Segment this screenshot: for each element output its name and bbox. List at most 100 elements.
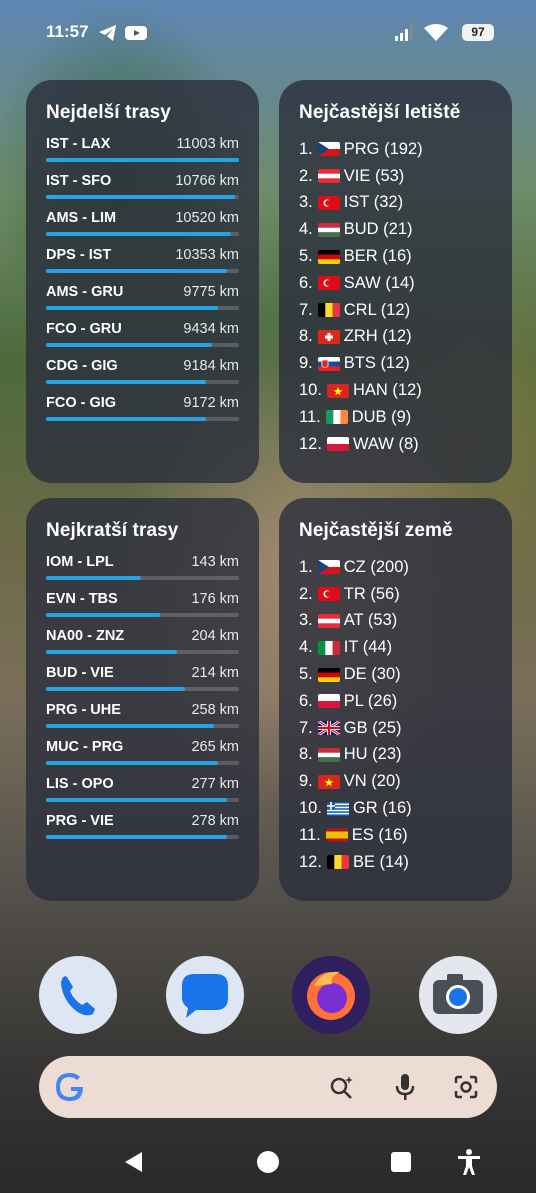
battery-indicator: 97 [462, 24, 494, 41]
longest-routes-widget[interactable]: Nejdelší trasy IST - LAX 11003 km IST - SF… [26, 80, 259, 483]
es-flag-icon [325, 828, 348, 843]
route-name: IOM - LPL [46, 554, 114, 570]
ranking-row: 1. PRG (192) [299, 136, 492, 163]
route-bar-track [46, 269, 239, 273]
ranking-row: 4. IT (44) [299, 634, 492, 661]
route-distance: 204 km [191, 628, 239, 644]
rank-label: DE (30) [343, 665, 401, 684]
ranking-row: 6. SAW (14) [299, 270, 492, 297]
rank-label: VIE (53) [343, 166, 405, 185]
shortest-routes-widget[interactable]: Nejkratší trasy IOM - LPL 143 km EVN - TBS… [26, 498, 259, 901]
route-bar-track [46, 613, 239, 617]
route-distance: 10520 km [175, 210, 239, 226]
airport-list: 1. PRG (192) 2. VIE (53) 3. IST (32) 4. BUD (21… [299, 136, 492, 458]
route-bar-track [46, 343, 239, 347]
route-bar-track [46, 798, 239, 802]
route-row: LIS - OPO 277 km [46, 776, 239, 813]
vn-flag-icon [317, 774, 340, 789]
ranking-row: 2. VIE (53) [299, 163, 492, 190]
home-icon[interactable] [256, 1150, 280, 1174]
messages-app-icon[interactable] [166, 956, 244, 1034]
ranking-row: 12. BE (14) [299, 849, 492, 876]
back-icon[interactable] [122, 1150, 146, 1174]
rank-number: 2. [299, 166, 313, 185]
route-bar-fill [46, 835, 228, 839]
country-list: 1. CZ (200) 2. TR (56) 3. AT (53) 4. IT (44) 5. D… [299, 554, 492, 876]
rank-label: SAW (14) [343, 273, 415, 292]
google-logo-icon [56, 1073, 83, 1101]
rank-number: 10. [299, 381, 322, 400]
accessibility-icon[interactable] [456, 1148, 482, 1176]
be-flag-icon [326, 855, 349, 870]
google-lens-icon[interactable] [453, 1074, 479, 1100]
widget-title: Nejdelší trasy [46, 102, 171, 123]
route-bar-fill [46, 417, 207, 421]
top-airports-widget[interactable]: Nejčastější letiště 1. PRG (192) 2. VIE (53… [279, 80, 512, 483]
route-name: FCO - GIG [46, 395, 117, 411]
youtube-icon [125, 26, 147, 40]
rank-label: CZ (200) [343, 557, 409, 576]
rank-number: 1. [299, 139, 313, 158]
tr-flag-icon [317, 195, 340, 210]
route-name: FCO - GRU [46, 321, 122, 337]
rank-number: 11. [299, 407, 321, 426]
sk-flag-icon [317, 356, 340, 371]
pl-flag-icon [317, 694, 340, 709]
route-name: LIS - OPO [46, 776, 114, 792]
ranking-row: 8. ZRH (12) [299, 324, 492, 351]
route-name: EVN - TBS [46, 591, 118, 607]
lens-ai-icon[interactable] [329, 1074, 355, 1100]
rank-label: GB (25) [343, 718, 402, 737]
route-bar-track [46, 417, 239, 421]
rank-number: 6. [299, 691, 313, 710]
rank-label: WAW (8) [352, 434, 419, 453]
hu-flag-icon [317, 222, 340, 237]
rank-number: 12. [299, 852, 322, 871]
route-bar-track [46, 232, 239, 236]
route-bar-track [46, 576, 239, 580]
rank-number: 10. [299, 799, 322, 818]
gb-flag-icon [317, 721, 340, 736]
route-bar-fill [46, 613, 160, 617]
route-distance: 9775 km [183, 284, 239, 300]
ranking-row: 7. CRL (12) [299, 297, 492, 324]
recents-icon[interactable] [390, 1151, 412, 1173]
route-bar-track [46, 724, 239, 728]
rank-label: BER (16) [343, 247, 412, 266]
pl-flag-icon [326, 437, 349, 452]
ranking-row: 8. HU (23) [299, 742, 492, 769]
be-flag-icon [317, 303, 340, 318]
route-bar-fill [46, 761, 218, 765]
firefox-app-icon[interactable] [292, 956, 370, 1034]
camera-app-icon[interactable] [419, 956, 497, 1034]
route-bar-fill [46, 232, 232, 236]
rank-number: 12. [299, 434, 322, 453]
google-search-bar[interactable] [39, 1056, 497, 1118]
route-row: PRG - VIE 278 km [46, 813, 239, 850]
route-distance: 258 km [191, 702, 239, 718]
route-bar-track [46, 650, 239, 654]
rank-number: 6. [299, 273, 313, 292]
phone-app-icon[interactable] [39, 956, 117, 1034]
route-bar-fill [46, 687, 185, 691]
rank-label: CRL (12) [343, 300, 411, 319]
microphone-icon[interactable] [395, 1073, 415, 1101]
ranking-row: 1. CZ (200) [299, 554, 492, 581]
ranking-row: 9. VN (20) [299, 768, 492, 795]
route-bar-track [46, 761, 239, 765]
route-name: AMS - GRU [46, 284, 124, 300]
route-bar-track [46, 380, 239, 384]
rank-number: 8. [299, 745, 313, 764]
route-row: MUC - PRG 265 km [46, 739, 239, 776]
route-bar-fill [46, 158, 239, 162]
ranking-row: 5. DE (30) [299, 661, 492, 688]
ranking-row: 11. DUB (9) [299, 404, 492, 431]
route-row: AMS - GRU 9775 km [46, 284, 239, 321]
route-distance: 10766 km [175, 173, 239, 189]
rank-number: 7. [299, 300, 313, 319]
route-distance: 9172 km [183, 395, 239, 411]
top-countries-widget[interactable]: Nejčastější země 1. CZ (200) 2. TR (56) 3. AT… [279, 498, 512, 901]
ranking-row: 3. AT (53) [299, 608, 492, 635]
route-bar-track [46, 158, 239, 162]
route-name: IST - LAX [46, 136, 111, 152]
